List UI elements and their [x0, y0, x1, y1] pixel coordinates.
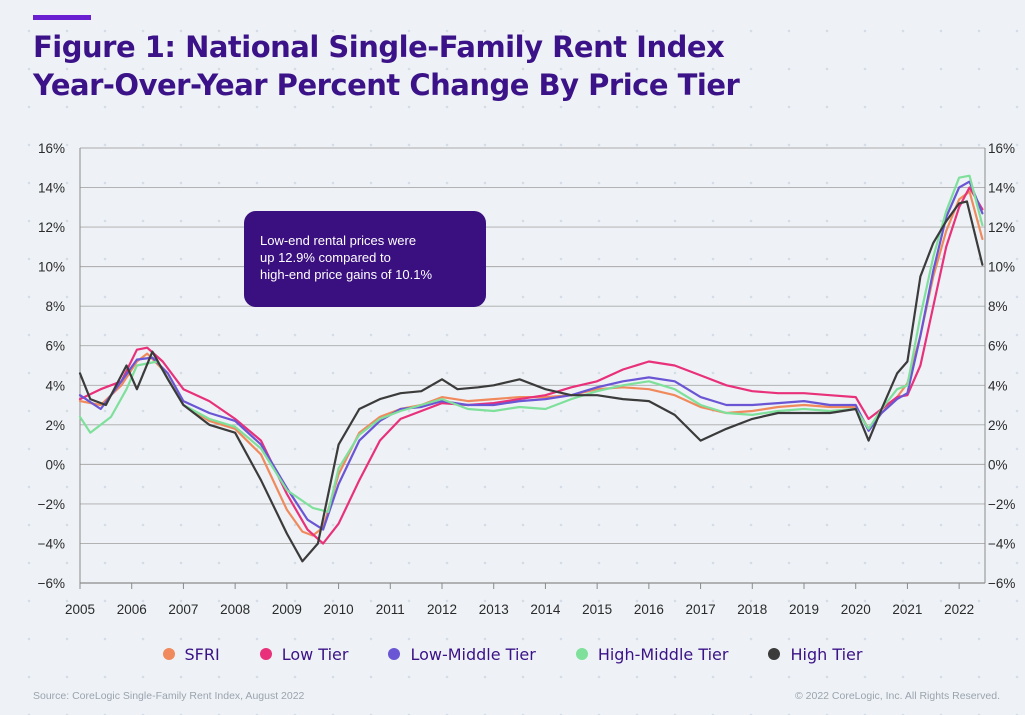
x-tick-label: 2007	[168, 602, 198, 617]
legend-swatch	[575, 648, 588, 660]
legend-swatch	[162, 648, 175, 660]
y-axis-right: −6% −4% −2% 0% 2% 4% 6% 8% 10% 12% 14% 16%	[988, 141, 1015, 591]
y-tick-label: −6%	[38, 576, 65, 591]
y-tick-label-right: 4%	[988, 378, 1008, 393]
legend-item-sfri: SFRI	[162, 644, 220, 664]
y-tick-label-right: 8%	[988, 299, 1008, 314]
x-tick-label: 2011	[376, 602, 405, 617]
y-tick-label: −4%	[38, 536, 65, 551]
y-tick-label: 2%	[45, 418, 65, 433]
x-tick-label: 2010	[324, 602, 354, 617]
legend-item-low-tier: Low Tier	[259, 644, 349, 664]
x-tick-label: 2014	[530, 602, 561, 617]
x-tick-label: 2008	[220, 602, 250, 617]
x-tick-label: 2017	[686, 602, 716, 617]
y-tick-label-right: 10%	[988, 260, 1015, 275]
y-tick-label: 4%	[45, 378, 65, 393]
y-tick-label: 6%	[45, 339, 65, 354]
x-tick-label: 2019	[789, 602, 819, 617]
y-axis-left: −6% −4% −2% 0% 2% 4% 6% 8% 10% 12% 14% 16%	[38, 141, 65, 591]
series-line-sfri	[78, 190, 984, 537]
x-tick-label: 2013	[479, 602, 509, 617]
legend-label: Low Tier	[281, 644, 349, 664]
x-tick-label: 2021	[892, 602, 922, 617]
annotation-line-1: Low-end rental prices were	[260, 233, 417, 248]
y-tick-label: 0%	[45, 457, 65, 472]
annotation-line-3: high-end price gains of 10.1%	[260, 267, 433, 282]
x-tick-label: 2022	[944, 602, 974, 617]
x-tick-label: 2005	[65, 602, 95, 617]
y-tick-label-right: 2%	[988, 418, 1008, 433]
y-tick-label-right: −4%	[988, 536, 1015, 551]
gridlines	[79, 147, 986, 584]
x-tick-label: 2015	[582, 602, 612, 617]
x-tick-label: 2006	[117, 602, 147, 617]
legend-label: High Tier	[790, 644, 863, 664]
y-tick-label: 14%	[38, 181, 65, 196]
legend-swatch	[388, 648, 401, 660]
y-tick-label: 16%	[38, 141, 65, 156]
x-axis: 2005 2006 2007 2008 2009 2010 2011 2012 2013 2014…	[65, 583, 974, 617]
series-line-low-middle-tier	[78, 180, 984, 531]
y-tick-label: 12%	[38, 220, 65, 235]
chart-title-line-1: Figure 1: National Single-Family Rent In…	[33, 30, 725, 64]
copyright-note: © 2022 CoreLogic, Inc. All Rights Reserv…	[794, 690, 1000, 702]
y-tick-label: −2%	[38, 497, 65, 512]
x-tick-label: 2012	[427, 602, 457, 617]
legend-swatch	[259, 648, 272, 660]
series-lines	[78, 174, 984, 563]
legend: SFRI Low Tier Low-Middle Tier High-Middle T…	[0, 642, 1025, 666]
x-tick-label: 2020	[841, 602, 871, 617]
y-tick-label-right: 14%	[988, 181, 1015, 196]
annotation-callout: Low-end rental prices were up 12.9% comp…	[244, 211, 486, 307]
legend-swatch	[768, 648, 781, 660]
legend-item-low-middle-tier: Low-Middle Tier	[388, 644, 536, 664]
title-accent-bar	[33, 15, 91, 20]
legend-label: Low-Middle Tier	[410, 644, 536, 664]
y-tick-label-right: −6%	[988, 576, 1015, 591]
legend-item-high-tier: High Tier	[768, 645, 862, 664]
legend-item-high-middle-tier: High-Middle Tier	[575, 644, 729, 664]
y-tick-label-right: 12%	[988, 220, 1015, 235]
y-tick-label: 10%	[38, 260, 65, 275]
y-tick-label-right: −2%	[988, 497, 1015, 512]
series-line-low-tier	[78, 186, 984, 545]
legend-label: SFRI	[184, 644, 220, 664]
legend-label: High-Middle Tier	[597, 644, 729, 664]
chart-title-line-2: Year-Over-Year Percent Change By Price T…	[33, 68, 740, 102]
x-tick-label: 2018	[737, 602, 767, 617]
y-tick-label-right: 0%	[988, 457, 1008, 472]
x-tick-label: 2009	[272, 602, 302, 617]
y-tick-label-right: 6%	[988, 339, 1008, 354]
annotation-line-2: up 12.9% compared to	[260, 250, 391, 265]
series-line-high-middle-tier	[78, 174, 984, 513]
y-tick-label-right: 16%	[988, 141, 1015, 156]
y-tick-label: 8%	[45, 299, 65, 314]
x-tick-label: 2016	[634, 602, 664, 617]
series-line-high-tier	[78, 200, 984, 563]
source-note: Source: CoreLogic Single-Family Rent Ind…	[33, 690, 305, 702]
